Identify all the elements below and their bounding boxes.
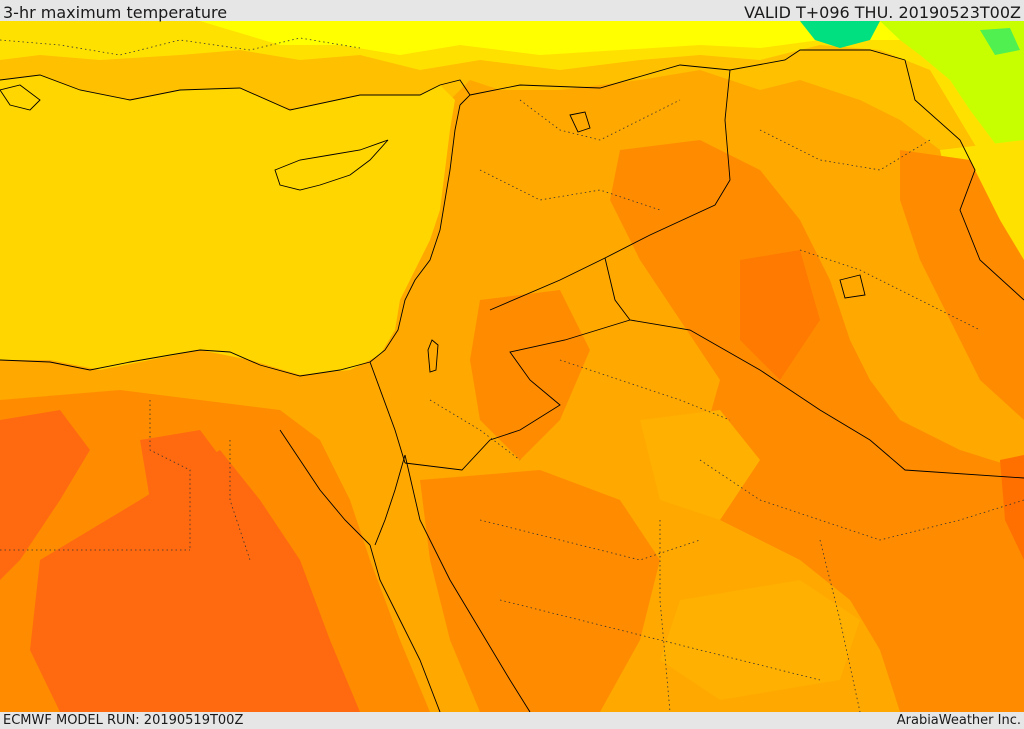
egypt-red-zone-1 [0,410,90,580]
levant-coast [369,104,461,363]
map-footer: ECMWF MODEL RUN: 20190519T00Z ArabiaWeat… [0,712,1024,729]
lake-tuz [569,111,591,133]
mediterranean-sea [0,75,455,375]
syria-iraq-border [489,69,731,311]
temperature-map[interactable] [0,21,1024,712]
arabia-dark-zone-5 [740,250,820,380]
jordan-border [404,319,631,471]
arabia-light-zone-2 [660,580,860,700]
egypt-red-zone-3 [140,430,230,520]
red-sea-west [369,544,441,712]
egypt-red-zone-2 [30,450,360,712]
turkey-warm-zone [0,21,1024,300]
map-canvas [0,21,1024,712]
map-title: 3-hr maximum temperature [3,3,228,22]
persian-lake [839,274,866,299]
iraq-east-border [904,59,1024,301]
turkey-bright-yellow [200,21,900,55]
map-header: 3-hr maximum temperature VALID T+096 THU… [0,0,1024,22]
arabia-dark-zone-1 [610,140,1024,712]
gulf-of-suez [279,429,371,546]
province-borders [0,37,1024,712]
dead-sea [427,339,439,373]
east-green-patch [980,28,1020,55]
gulf-of-aqaba [374,454,406,546]
arabia-dark-zone-4 [900,150,1024,420]
country-borders [369,49,1024,479]
aegean-islands [0,84,41,111]
egypt-north-coast [0,349,371,377]
arabia-light-zone-1 [640,410,760,520]
credit-label: ArabiaWeather Inc. [896,713,1021,728]
cyprus-outline [274,139,389,191]
coastlines [0,74,866,712]
red-sea-east [404,454,531,712]
turkey-south-coast [0,74,471,111]
sinai-border [369,361,406,464]
north-east-green [880,21,1024,180]
valid-time-label: VALID T+096 THU. 20190523T00Z [744,3,1021,22]
iraq-saudi-border [604,257,1024,479]
model-run-label: ECMWF MODEL RUN: 20190519T00Z [3,713,244,728]
arabia-dark-zone-3 [420,470,660,712]
caucasus-green [800,21,880,48]
red-patch-east [1000,455,1024,560]
arabia-dark-zone-2 [470,290,590,460]
